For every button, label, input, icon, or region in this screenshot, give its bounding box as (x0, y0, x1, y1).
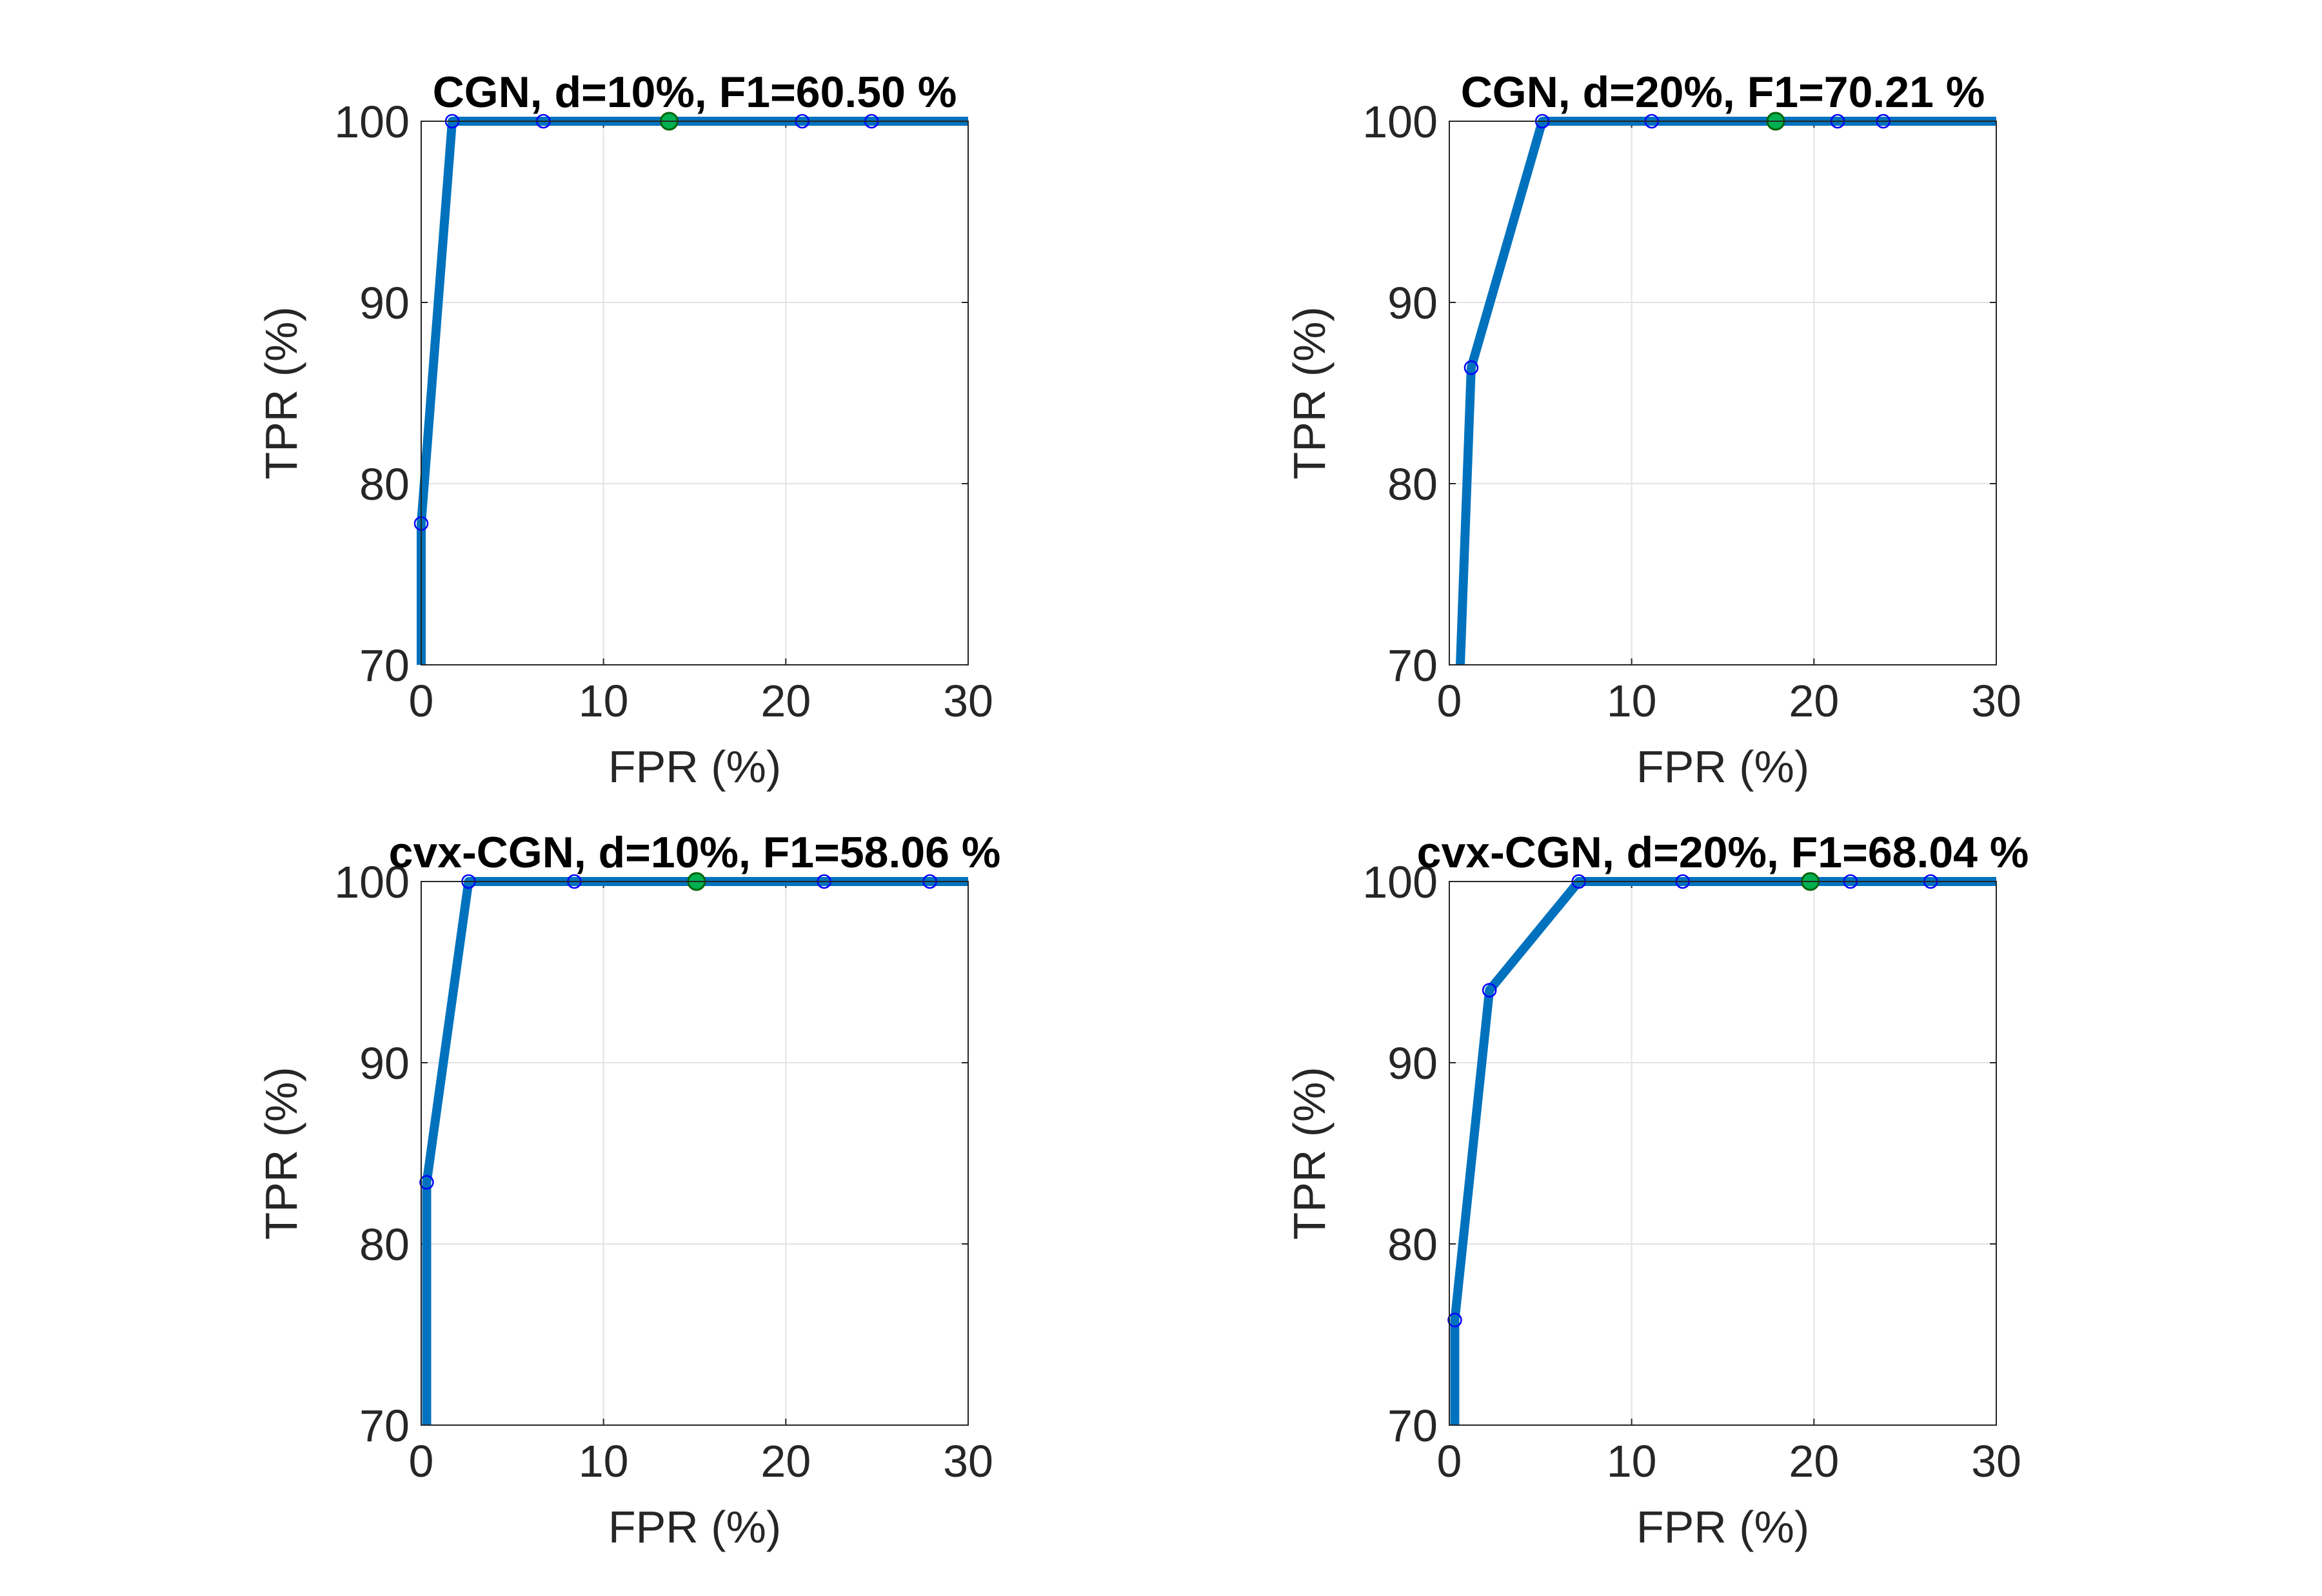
x-tick-label: 0 (1437, 1436, 1462, 1486)
y-tick-label: 90 (359, 278, 410, 328)
y-axis-label: TPR (%) (1284, 306, 1335, 479)
roc-point-marker (1482, 983, 1497, 998)
x-tick-label: 10 (579, 676, 629, 726)
y-tick-label: 100 (1362, 97, 1438, 147)
chart-panel-3: 0 10 20 30 70 80 90 100 FPR (%) TPR (%) cvx-CGN, d… (256, 828, 1000, 1552)
x-tick-label: 20 (1789, 676, 1839, 726)
y-tick-label: 70 (1387, 1401, 1438, 1451)
x-tick-label: 20 (760, 676, 811, 726)
roc-point-marker (419, 1175, 434, 1190)
x-tick-label: 0 (409, 676, 434, 726)
x-tick-label: 10 (1607, 1436, 1657, 1486)
chart-panel-1: 0 10 20 30 70 80 90 100 FPR (%) TPR (%) CGN, d=10%… (256, 68, 993, 792)
y-tick-label: 80 (1387, 1219, 1438, 1270)
plot-area (1449, 882, 1996, 1425)
chart-title: CGN, d=10%, F1=60.50 % (433, 68, 957, 117)
chart-title: CGN, d=20%, F1=70.21 % (1461, 68, 1985, 117)
x-tick-label: 20 (760, 1436, 811, 1486)
y-tick-label: 100 (334, 857, 410, 907)
x-tick-label: 10 (1607, 676, 1657, 726)
y-tick-label: 80 (359, 1219, 410, 1270)
x-tick-label: 30 (943, 1436, 993, 1486)
plot-area (421, 882, 968, 1425)
roc-point-marker (1447, 1312, 1462, 1328)
y-tick-label: 100 (334, 97, 410, 147)
x-tick-label: 10 (579, 1436, 629, 1486)
chart-title: cvx-CGN, d=10%, F1=58.06 % (389, 828, 1001, 877)
axes-box (421, 121, 969, 665)
y-axis-label: TPR (%) (256, 1067, 306, 1239)
x-axis-label: FPR (%) (1636, 742, 1809, 792)
plot-area (1449, 121, 1996, 665)
x-axis-label: FPR (%) (608, 742, 781, 792)
y-tick-label: 90 (359, 1038, 410, 1089)
y-tick-label: 70 (1387, 640, 1438, 691)
y-tick-label: 80 (1387, 459, 1438, 509)
axes-box (421, 881, 969, 1426)
x-axis-label: FPR (%) (608, 1502, 781, 1552)
y-tick-label: 90 (1387, 278, 1438, 328)
y-tick-label: 100 (1362, 857, 1438, 907)
x-tick-label: 30 (1971, 676, 2021, 726)
y-tick-label: 70 (359, 640, 410, 691)
axes-box (1449, 121, 1997, 665)
x-tick-label: 20 (1789, 1436, 1839, 1486)
roc-point-marker (1464, 360, 1479, 375)
axes-box (1449, 881, 1997, 1426)
chart-panel-4: 0 10 20 30 70 80 90 100 FPR (%) TPR (%) cvx-CGN, d… (1284, 828, 2029, 1552)
y-axis-label: TPR (%) (1284, 1067, 1335, 1239)
chart-panel-2: 0 10 20 30 70 80 90 100 FPR (%) TPR (%) CGN, d=20%… (1284, 68, 2021, 792)
y-tick-label: 70 (359, 1401, 410, 1451)
x-tick-label: 30 (1971, 1436, 2021, 1486)
x-tick-label: 0 (409, 1436, 434, 1486)
x-axis-label: FPR (%) (1636, 1502, 1809, 1552)
plot-area (421, 121, 968, 665)
y-axis-label: TPR (%) (256, 306, 306, 479)
y-tick-label: 80 (359, 459, 410, 509)
x-tick-label: 30 (943, 676, 993, 726)
x-tick-label: 0 (1437, 676, 1462, 726)
y-tick-label: 90 (1387, 1038, 1438, 1089)
chart-title: cvx-CGN, d=20%, F1=68.04 % (1417, 828, 2029, 877)
